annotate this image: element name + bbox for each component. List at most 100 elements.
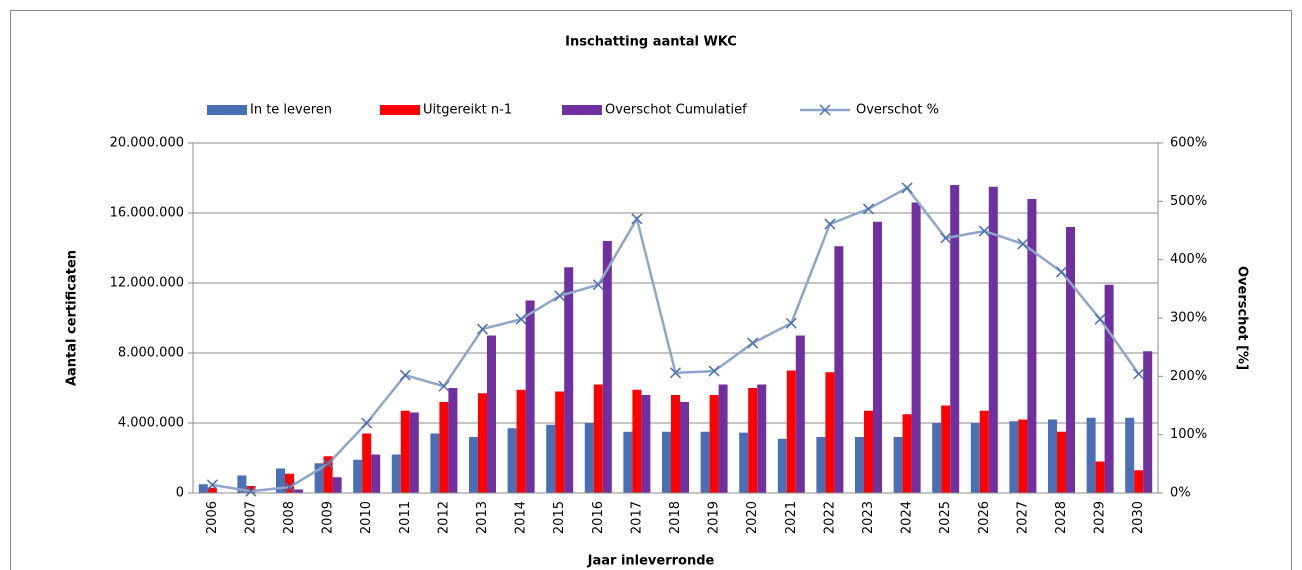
bar [1134, 470, 1144, 493]
bar [864, 410, 873, 493]
y2-tick-label: 100% [1170, 427, 1207, 442]
bar [409, 412, 419, 493]
bar [439, 402, 449, 493]
x-tick-label: 2020 [745, 501, 760, 534]
legend-label: Uitgereikt n-1 [423, 103, 512, 118]
y-tick-label: 8.000.000 [118, 346, 184, 361]
bar [970, 423, 980, 493]
legend-swatch [562, 105, 602, 115]
marker [824, 218, 836, 230]
marker [283, 481, 296, 493]
bar [314, 463, 324, 493]
bar [564, 267, 574, 493]
y2-tick-label: 500% [1170, 194, 1207, 209]
bar [632, 389, 642, 493]
marker [747, 337, 759, 349]
chart-title: Inschatting aantal WKC [565, 35, 737, 50]
marker [1133, 368, 1145, 380]
marker [592, 279, 604, 291]
x-tick-label: 2006 [205, 501, 220, 534]
bar [700, 431, 710, 493]
bar [593, 384, 603, 493]
bar [748, 388, 758, 493]
legend-label: In te leveren [250, 103, 332, 118]
marker [901, 182, 913, 194]
bar [1027, 199, 1037, 493]
bar [795, 335, 805, 493]
marker [399, 369, 411, 381]
y2-tick-label: 600% [1170, 136, 1207, 151]
marker [245, 485, 257, 497]
bar [816, 437, 826, 493]
bar [825, 372, 835, 493]
bar [709, 395, 719, 493]
marker [785, 317, 797, 329]
bar [478, 393, 487, 493]
bar [276, 468, 285, 493]
marker [1055, 266, 1068, 278]
bar [353, 459, 363, 493]
x-tick-label: 2011 [398, 501, 413, 534]
marker [978, 225, 990, 237]
bar [525, 300, 535, 493]
x-tick-label: 2010 [359, 501, 374, 534]
bar [516, 389, 526, 493]
bar [873, 221, 882, 493]
bar [207, 487, 217, 493]
legend-swatch [380, 105, 420, 115]
bar [1143, 351, 1153, 493]
x-tick-label: 2015 [552, 501, 567, 534]
bar [979, 410, 989, 493]
x-tick-label: 2029 [1093, 501, 1108, 534]
legend-label: Overschot % [856, 103, 939, 118]
y-tick-label: 0 [176, 486, 184, 501]
bar [362, 433, 372, 493]
x-tick-label: 2027 [1015, 501, 1030, 534]
bar [1048, 419, 1057, 493]
bar [786, 370, 796, 493]
bar [507, 428, 517, 493]
x-tick-label: 2012 [436, 501, 451, 534]
x-tick-label: 2007 [243, 501, 258, 534]
bar [1104, 284, 1114, 493]
y-tick-label: 12.000.000 [110, 276, 184, 291]
bar [237, 475, 247, 493]
bar [1095, 461, 1105, 493]
bar [1018, 419, 1028, 493]
x-tick-label: 2019 [707, 501, 722, 534]
marker [1017, 238, 1029, 250]
bar [757, 384, 767, 493]
bar [911, 202, 921, 493]
x-tick-label: 2021 [784, 501, 799, 534]
x-tick-label: 2025 [938, 501, 953, 534]
bar [641, 395, 651, 493]
bar [941, 405, 951, 493]
marker [1094, 313, 1106, 325]
marker [554, 290, 566, 302]
legend-swatch [207, 105, 247, 115]
y2-axis-title: Overschot [%] [1235, 266, 1250, 370]
y-axis-title: Aantal certificaten [65, 250, 80, 386]
x-tick-label: 2024 [900, 501, 915, 534]
marker [476, 323, 489, 335]
y-tick-label: 16.000.000 [110, 206, 184, 221]
x-tick-label: 2018 [668, 501, 683, 534]
marker [862, 203, 875, 215]
bar [718, 384, 728, 493]
marker [322, 458, 334, 470]
x-tick-label: 2017 [629, 501, 644, 534]
x-tick-label: 2009 [321, 501, 336, 534]
bar [332, 477, 342, 493]
marker [940, 232, 952, 244]
bar [680, 402, 689, 493]
bar [893, 437, 903, 493]
bar [198, 484, 208, 493]
bar [391, 454, 401, 493]
bar [902, 414, 912, 493]
marker [708, 365, 720, 377]
bar [602, 241, 612, 493]
bar [323, 456, 333, 493]
marker [438, 380, 450, 392]
marker [631, 213, 643, 225]
